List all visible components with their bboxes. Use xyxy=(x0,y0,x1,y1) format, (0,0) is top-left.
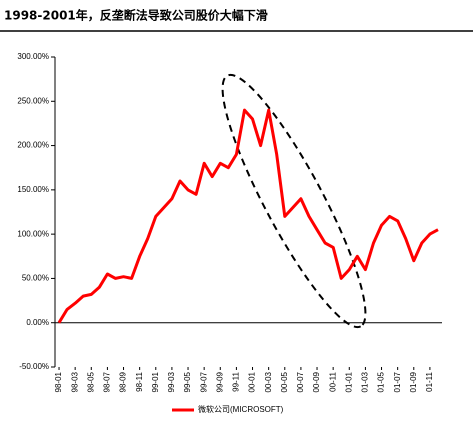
x-tick-label: 98-01 xyxy=(54,371,63,392)
y-tick-label: 50.00% xyxy=(22,274,49,283)
x-tick-label: 01-07 xyxy=(393,371,402,392)
x-tick-label: 00-07 xyxy=(296,371,305,392)
x-tick-label: 98-09 xyxy=(119,371,128,392)
x-tick-label: 01-09 xyxy=(409,371,418,392)
x-tick-label: 99-05 xyxy=(183,371,192,392)
data-line xyxy=(57,108,439,324)
x-tick-label: 00-11 xyxy=(328,371,337,391)
x-tick-label: 01-05 xyxy=(377,371,386,392)
y-tick-label: 0.00% xyxy=(26,318,49,327)
x-tick-label: 00-05 xyxy=(280,371,289,392)
legend-label: 微软公司(MICROSOFT) xyxy=(198,404,284,414)
x-tick-label: 98-07 xyxy=(103,371,112,392)
x-tick-label: 99-03 xyxy=(167,371,176,392)
y-tick-label: 250.00% xyxy=(17,96,49,105)
chart-title: 1998-2001年，反垄断法导致公司股价大幅下滑 xyxy=(4,8,268,23)
y-tick-label: 100.00% xyxy=(17,229,49,238)
x-tick-label: 99-01 xyxy=(151,371,160,392)
x-tick-label: 00-09 xyxy=(312,371,321,392)
y-tick-label: 150.00% xyxy=(17,185,49,194)
x-tick-label: 98-05 xyxy=(86,371,95,392)
x-tick-label: 01-03 xyxy=(361,371,370,392)
y-tick-label: 300.00% xyxy=(17,52,49,61)
annotation-ellipse xyxy=(221,73,367,329)
y-tick-label: -50.00% xyxy=(19,362,49,371)
x-tick-label: 01-01 xyxy=(344,371,353,392)
x-tick-label: 98-11 xyxy=(135,371,144,391)
x-tick-label: 99-07 xyxy=(199,371,208,392)
x-tick-label: 99-11 xyxy=(232,371,241,391)
y-tick-label: 200.00% xyxy=(17,141,49,150)
x-tick-label: 01-11 xyxy=(425,371,434,391)
x-tick-label: 99-09 xyxy=(215,371,224,392)
x-tick-label: 00-01 xyxy=(248,371,257,392)
x-tick-label: 00-03 xyxy=(264,371,273,392)
x-tick-label: 98-03 xyxy=(70,371,79,392)
